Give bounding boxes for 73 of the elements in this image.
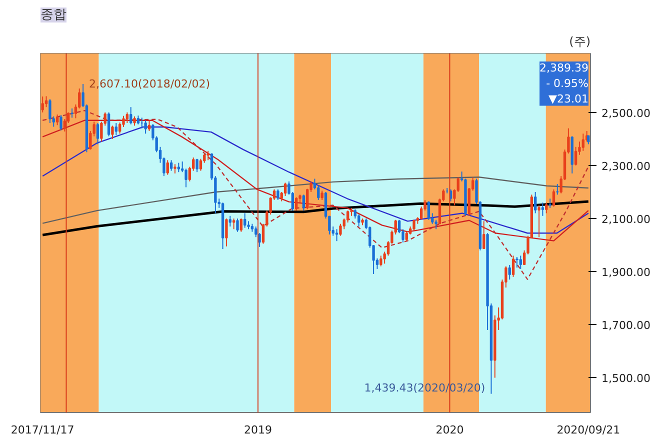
chart-title: 종합 [40,8,66,22]
candlestick [126,112,129,124]
candlestick [258,232,261,248]
candlestick [427,200,430,220]
candlestick [107,112,110,137]
candlestick [556,184,559,196]
candlestick [114,122,118,136]
candlestick [346,210,350,224]
candlestick [232,218,236,230]
candlestick [534,192,537,214]
candlestick [170,160,173,172]
candlestick [177,162,180,173]
candlestick [225,218,228,247]
candlestick [302,194,306,212]
candlestick [118,122,122,134]
annotation: 2,389.39 - 0.95% ▼23.01 [540,62,589,106]
candlestick [44,96,48,108]
chart-subtitle: (주) [569,34,591,48]
candlestick [545,202,548,214]
candlestick [405,231,408,242]
candlestick [144,120,147,134]
candlestick [166,160,169,176]
candlestick [70,108,74,118]
candlestick [335,228,338,242]
x-tick-label: 2020/09/21 [556,424,620,436]
candlestick [56,114,59,126]
line-series [41,200,590,236]
candlestick [196,158,198,173]
candlestick [358,214,360,227]
candlestick [380,255,382,267]
candlestick [41,96,44,113]
candlestick [516,256,518,268]
candlestick [96,122,100,145]
candlestick [538,204,540,238]
candlestick [582,133,584,152]
line-series [42,110,589,280]
candlestick [244,212,246,228]
candlestick [574,146,578,166]
y-tick-label: 1,500.00 [602,372,650,386]
y-tick-label: 2,300.00 [602,160,650,173]
candlestick [174,164,176,174]
candlestick [320,190,324,200]
candlestick [206,150,210,161]
candlestick [294,196,298,212]
y-tick-label: 2,100.00 [602,213,650,226]
candlestick [148,120,151,132]
candlestick [317,184,320,200]
candlestick [48,98,52,124]
y-tick-label: 1,900.00 [602,266,650,280]
candlestick [133,116,136,126]
candlestick [482,220,486,250]
line-series [42,176,589,224]
candlestick [60,114,62,131]
candlestick [508,264,511,280]
candlestick [512,255,515,278]
candlestick [111,125,114,140]
candlestick [236,218,239,232]
candlestick [519,255,522,270]
y-tick-label: 1,700.00 [602,319,650,332]
candlestick [276,188,280,200]
candlestick [548,198,552,208]
candlestick [199,158,202,172]
candlestick [284,182,287,196]
candlestick [541,202,544,216]
candlestick [354,208,356,220]
y-tick-label: 2,500.00 [602,106,650,120]
candlestick [228,215,232,227]
candlestick [552,188,556,208]
x-tick-label: 2020 [436,424,464,436]
candlestick [130,106,132,125]
x-tick-label: 2017/11/17 [10,424,74,436]
x-tick-label: 2019 [244,424,272,436]
candlestick [240,218,243,232]
